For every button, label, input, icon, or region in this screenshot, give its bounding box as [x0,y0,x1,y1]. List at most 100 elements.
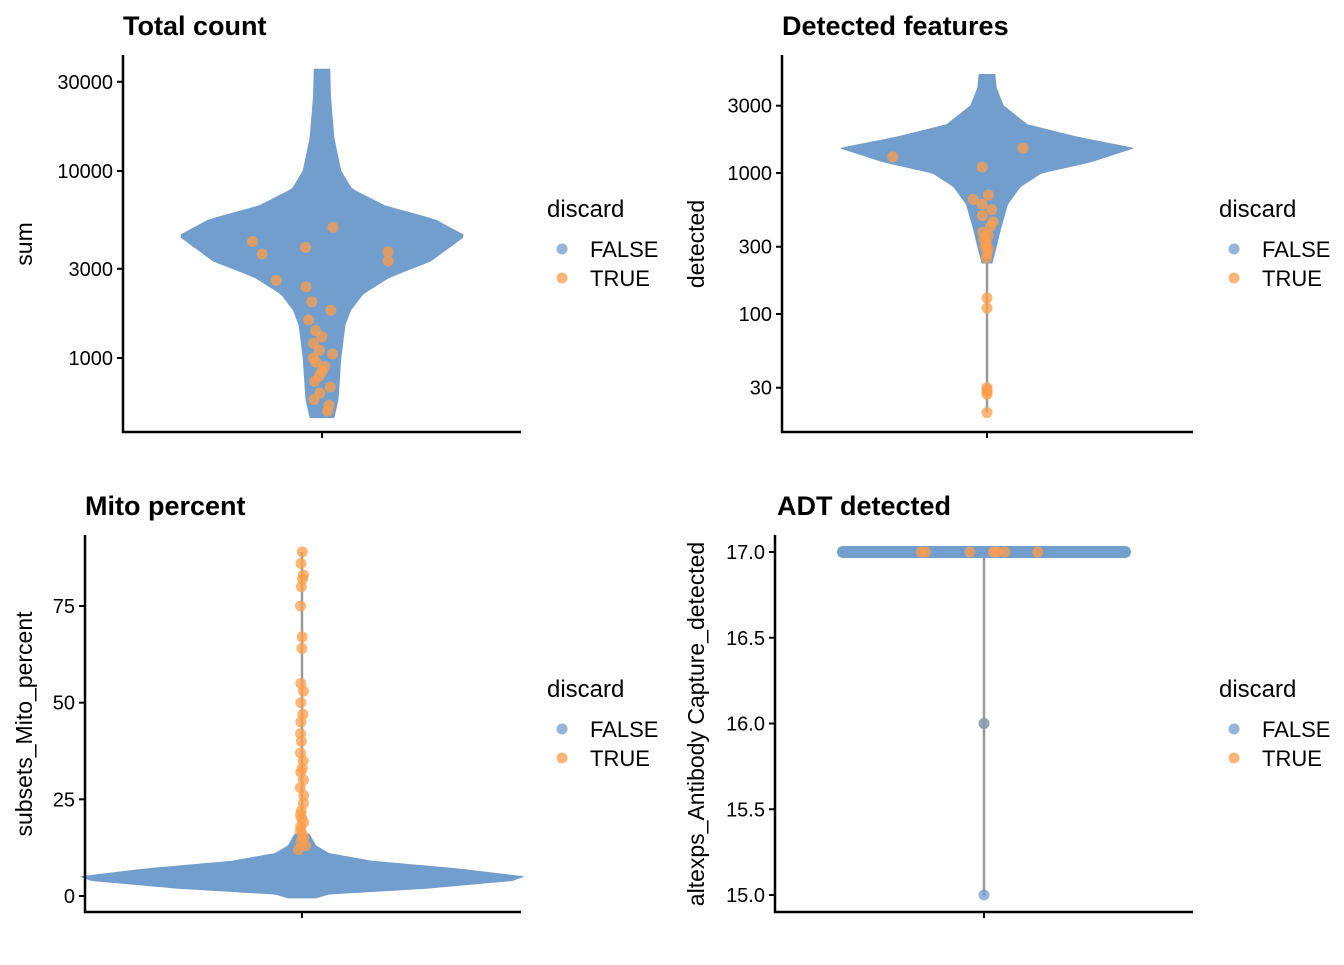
legend-key-true [556,752,568,764]
panel-detected-features: 30 100 300 1000 3000 Detected features detecte… [683,11,1330,438]
true-point [323,399,335,411]
true-point [981,292,993,304]
true-point [307,352,319,364]
true-point [308,337,320,349]
true-point [977,226,989,238]
legend-label-false: FALSE [590,717,658,742]
true-point [297,708,309,720]
true-point [298,569,310,581]
legend-label-true: TRUE [590,746,650,771]
true-point [303,314,315,326]
y-tick-label: 3000 [728,96,773,118]
y-tick-label: 75 [53,596,75,618]
y-tick-label: 15.0 [726,885,765,907]
true-point [319,361,331,373]
legend-title: discard [1219,676,1296,703]
y-tick-label: 15.5 [726,799,765,821]
true-point [988,546,1000,558]
true-point [1017,142,1029,154]
legend: discard FALSE TRUE [547,196,658,291]
false-point [978,889,990,901]
legend-title: discard [547,196,624,223]
true-point [981,302,993,314]
legend: discard FALSE TRUE [547,676,658,771]
true-point [976,198,988,210]
y-tick-label: 30 [750,378,772,400]
legend-title: discard [1219,196,1296,223]
y-axis-title: sum [11,222,37,265]
legend-label-true: TRUE [590,266,650,291]
chart-title: Mito percent [85,491,246,521]
y-tick-label: 300 [739,237,772,259]
y-tick-label: 17.0 [726,542,765,564]
legend: discard FALSE TRUE [1219,676,1330,771]
legend-label-true: TRUE [1262,746,1322,771]
legend-label-false: FALSE [590,237,658,262]
legend-label-true: TRUE [1262,266,1322,291]
true-point [327,221,339,233]
true-point [325,304,337,316]
legend-label-false: FALSE [1262,717,1330,742]
chart-title: ADT detected [777,491,951,521]
true-point [295,557,307,569]
true-point [986,204,998,216]
true-point [999,546,1011,558]
y-tick-label: 1000 [69,348,114,370]
legend-title: discard [547,676,624,703]
mixed-point [978,718,990,729]
true-point [295,728,307,740]
chart-title: Detected features [782,11,1009,41]
true-point [295,677,307,689]
true-point [976,161,988,173]
y-tick-label: 0 [64,886,75,908]
true-point [915,546,927,558]
panel-mito-percent: 0 25 50 75 Mito percent subsets_Mito_percent d… [11,491,658,918]
legend-key-false [1228,723,1240,735]
y-tick-label: 25 [53,789,75,811]
true-point [300,281,312,293]
chart-title: Total count [123,11,266,41]
true-point [964,546,976,558]
false-points-violin [80,833,524,899]
true-point [310,325,322,337]
true-point [295,600,307,612]
legend-key-true [556,272,568,284]
true-point [887,151,899,163]
legend-key-true [1228,272,1240,284]
legend-key-true [1228,752,1240,764]
true-point [981,382,993,394]
panel-adt-detected: 15.0 15.5 16.0 16.5 17.0 ADT detected altexps_… [683,491,1330,918]
true-point [297,797,309,809]
true-point [295,747,307,759]
true-point [981,407,993,419]
true-point [967,193,979,205]
true-point [295,697,307,709]
true-point [270,274,282,286]
true-point [327,348,339,360]
y-tick-label: 10000 [57,161,113,183]
true-point [296,546,308,558]
true-point [1032,546,1044,558]
legend: discard FALSE TRUE [1219,196,1330,291]
panel-total-count: 1000 3000 10000 30000 Total count sum discard F… [11,11,658,438]
true-point [246,235,258,247]
y-tick-label: 100 [739,304,772,326]
true-point [382,255,394,267]
true-point [300,241,312,253]
y-axis-title: altexps_Antibody Capture_detected [683,542,709,906]
y-tick-label: 30000 [57,72,113,94]
true-point [296,643,308,655]
y-axis-title: detected [683,200,709,288]
y-tick-label: 50 [53,693,75,715]
true-point [296,631,308,643]
true-point [314,387,326,399]
legend-key-false [1228,243,1240,255]
true-point [987,216,999,228]
true-point [982,189,994,201]
legend-key-false [556,243,568,255]
true-point [324,381,336,393]
legend-key-false [556,723,568,735]
true-point [382,246,394,258]
false-points-violin [180,68,464,419]
